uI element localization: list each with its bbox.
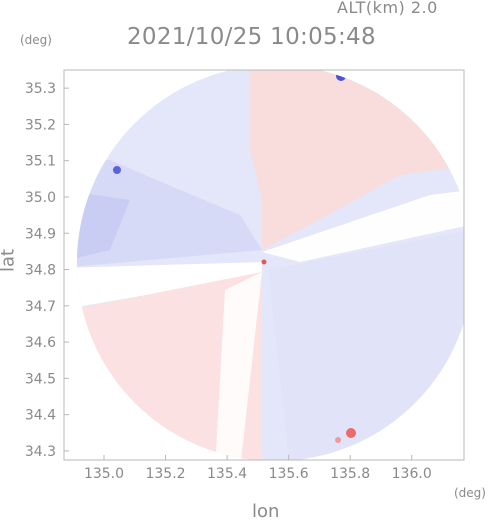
y-tick-label: 34.8: [25, 263, 56, 279]
radar-site-mark: [261, 259, 267, 265]
timestamp: 2021/10/25 10:05:48: [127, 24, 376, 50]
strong-negative-spot-north: [336, 71, 346, 81]
radar-field: [77, 70, 464, 460]
y-axis-unit: (deg): [20, 33, 52, 47]
y-tick-label: 35.3: [25, 81, 56, 97]
x-tick-label: 135.2: [145, 466, 185, 482]
y-tick-label: 34.6: [25, 335, 56, 351]
y-tick-label: 35.2: [25, 117, 56, 133]
se-negative-region: [268, 230, 464, 460]
x-axis-ticks: 135.0 135.2 135.4 135.6 135.8 136.0: [84, 455, 432, 482]
plot-frame: [63, 69, 465, 461]
west-white-corridor: [77, 262, 262, 310]
x-tick-label: 135.4: [207, 466, 247, 482]
y-tick-label: 35.0: [25, 190, 56, 206]
positive-spot: [335, 437, 341, 443]
y-tick-label: 34.7: [25, 299, 56, 315]
y-tick-label: 34.4: [25, 408, 56, 424]
y-tick-label: 35.1: [25, 154, 56, 170]
x-tick-label: 135.6: [269, 466, 309, 482]
y-tick-label: 34.5: [25, 371, 56, 387]
ne-white-corridor: [262, 190, 464, 262]
strong-negative-spot: [113, 166, 121, 174]
y-tick-label: 34.3: [25, 444, 56, 460]
y-axis-ticks: 35.3 35.2 35.1 35.0 34.9 34.8 34.7 34.6 34.5 34.4…: [25, 81, 69, 460]
south-white-corridor: [215, 272, 262, 460]
x-tick-label: 135.0: [84, 466, 124, 482]
x-axis-label: lon: [252, 501, 280, 522]
y-tick-label: 34.9: [25, 226, 56, 242]
x-tick-label: 136.0: [392, 466, 432, 482]
x-axis-unit: (deg): [454, 486, 486, 500]
strong-positive-spot: [346, 428, 356, 438]
altitude-label: ALT(km) 2.0: [337, 0, 438, 17]
x-tick-label: 135.8: [330, 466, 370, 482]
